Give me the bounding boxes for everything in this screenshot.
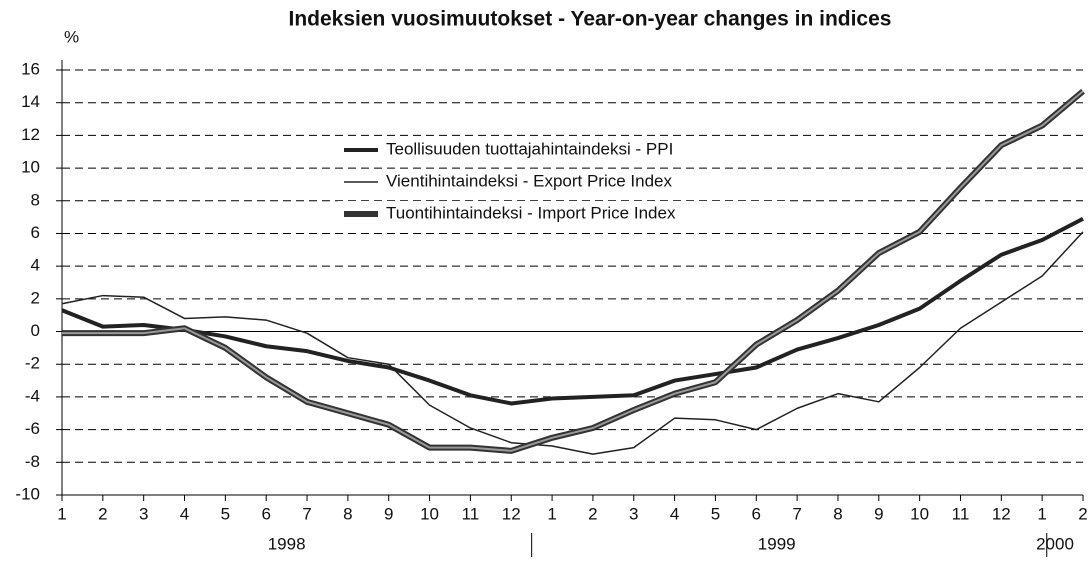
x-tick-label: 12 [992,504,1011,523]
x-tick-label: 8 [833,504,842,523]
x-tick-label: 11 [952,504,970,523]
x-tick-label: 5 [711,504,720,523]
y-tick-label: 14 [21,92,40,111]
x-tick-label: 7 [792,504,801,523]
y-tick-label: -6 [25,419,40,438]
x-tick-label: 1 [1037,504,1046,523]
legend-bg [338,137,788,163]
y-tick-label: -8 [25,452,40,471]
y-tick-label: 10 [21,158,40,177]
x-tick-label: 2 [98,504,107,523]
year-label: 2000 [1036,534,1074,553]
series-line [61,216,1084,406]
x-tick-label: 2 [588,504,597,523]
legend-bg [338,169,788,195]
x-tick-label: 4 [180,504,189,523]
chart-title: Indeksien vuosimuutokset - Year-on-year … [289,8,892,31]
y-tick-label: -2 [25,354,40,373]
x-tick-label: 1 [57,504,66,523]
x-tick-label: 9 [874,504,883,523]
y-unit: % [64,27,79,46]
x-tick-label: 12 [502,504,521,523]
y-tick-label: 4 [31,256,40,275]
x-tick-label: 11 [462,504,480,523]
y-tick-label: 6 [31,223,40,242]
series-line [61,231,1084,455]
y-tick-label: -10 [15,484,40,503]
x-tick-label: 4 [670,504,679,523]
x-tick-label: 3 [629,504,638,523]
y-tick-label: 8 [31,190,40,209]
x-tick-label: 6 [752,504,761,523]
x-tick-label: 1 [547,504,556,523]
y-tick-label: 2 [31,288,40,307]
legend-label: Vientihintaindeksi - Export Price Index [386,171,673,190]
x-tick-label: 5 [221,504,230,523]
x-tick-label: 10 [420,504,439,523]
legend-label: Tuontihintaindeksi - Import Price Index [386,203,676,222]
legend-bg [338,201,788,227]
y-tick-label: -4 [25,386,40,405]
x-tick-label: 6 [261,504,270,523]
x-tick-label: 8 [343,504,352,523]
y-tick-label: 12 [21,125,40,144]
series-line-core [62,90,1084,452]
legend-label: Teollisuuden tuottajahintaindeksi - PPI [386,139,673,158]
y-tick-label: 0 [31,321,40,340]
x-tick-label: 7 [302,504,311,523]
x-tick-label: 2 [1078,504,1087,523]
y-tick-label: 16 [21,59,40,78]
x-tick-label: 9 [384,504,393,523]
year-label: 1998 [268,534,306,553]
x-tick-label: 3 [139,504,148,523]
x-tick-label: 10 [910,504,929,523]
year-label: 1999 [758,534,796,553]
